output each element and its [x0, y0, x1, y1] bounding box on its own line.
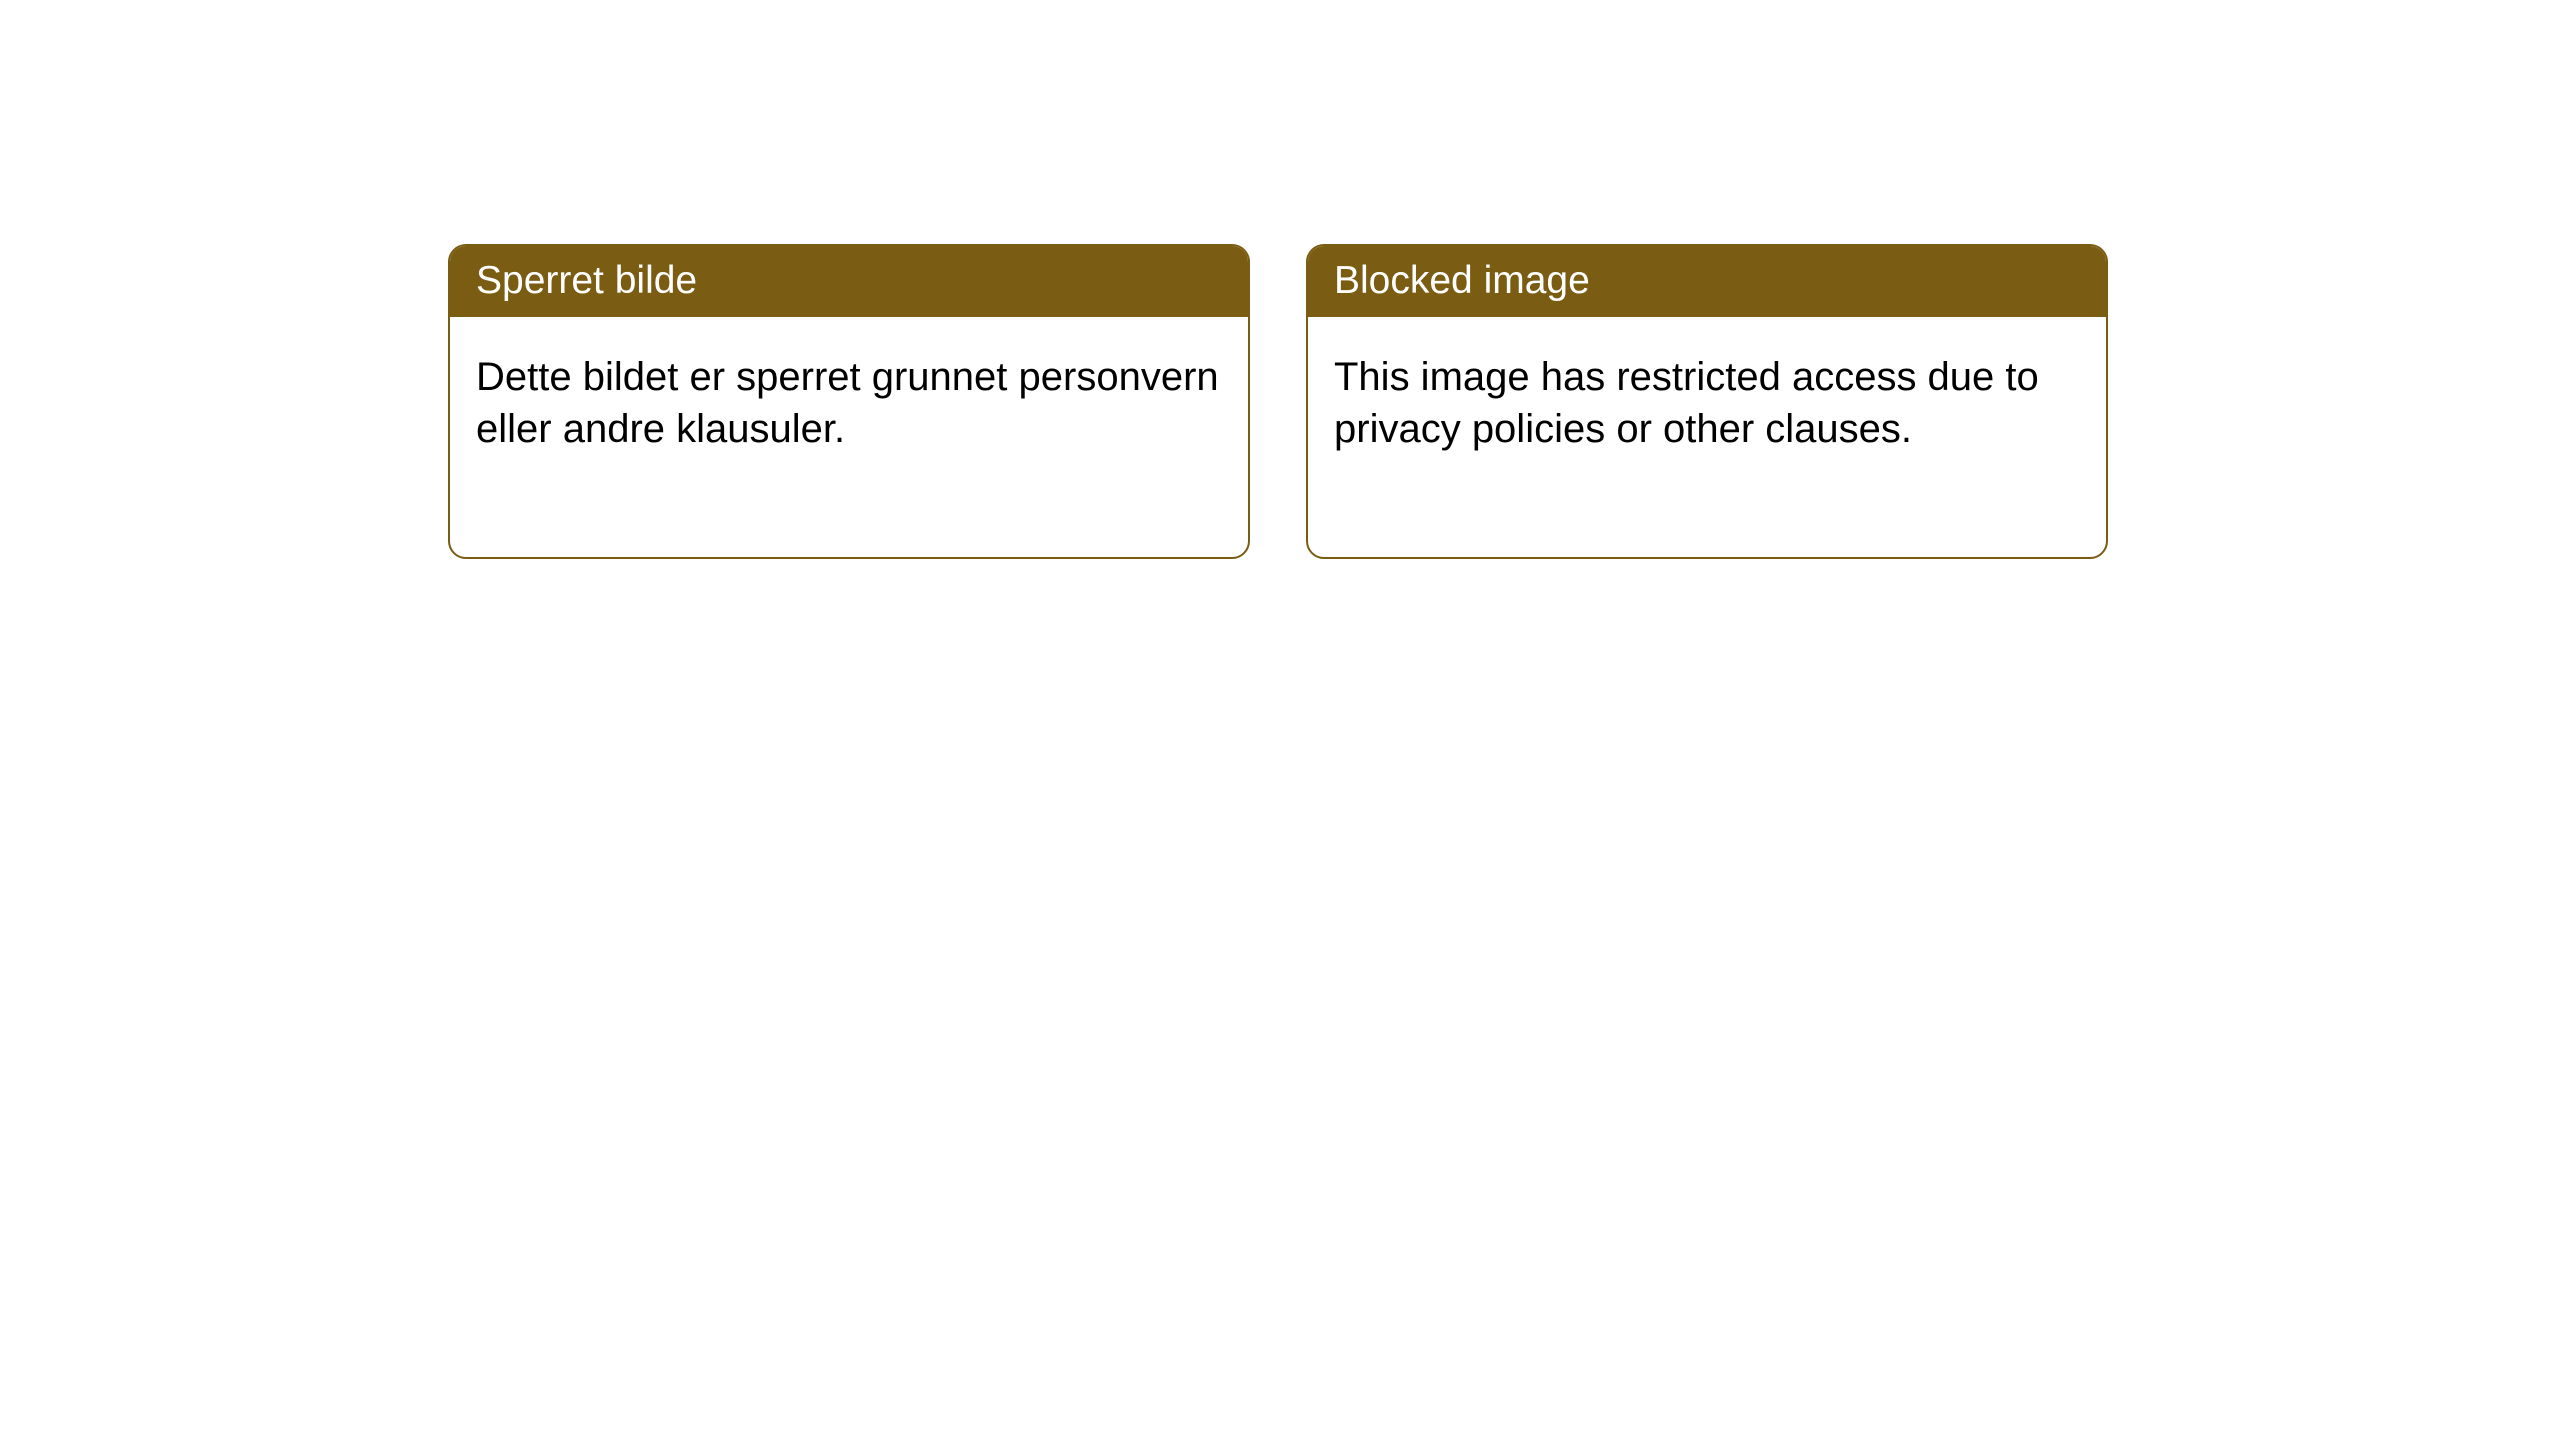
notice-header: Sperret bilde [450, 246, 1248, 317]
notice-title: Sperret bilde [476, 259, 697, 302]
notice-body: This image has restricted access due to … [1308, 317, 2106, 557]
notice-body-text: This image has restricted access due to … [1334, 355, 2039, 451]
notice-container: Sperret bilde Dette bildet er sperret gr… [448, 244, 2108, 559]
notice-title: Blocked image [1334, 259, 1590, 302]
notice-body-text: Dette bildet er sperret grunnet personve… [476, 355, 1219, 451]
notice-body: Dette bildet er sperret grunnet personve… [450, 317, 1248, 557]
notice-header: Blocked image [1308, 246, 2106, 317]
notice-box-english: Blocked image This image has restricted … [1306, 244, 2108, 559]
notice-box-norwegian: Sperret bilde Dette bildet er sperret gr… [448, 244, 1250, 559]
